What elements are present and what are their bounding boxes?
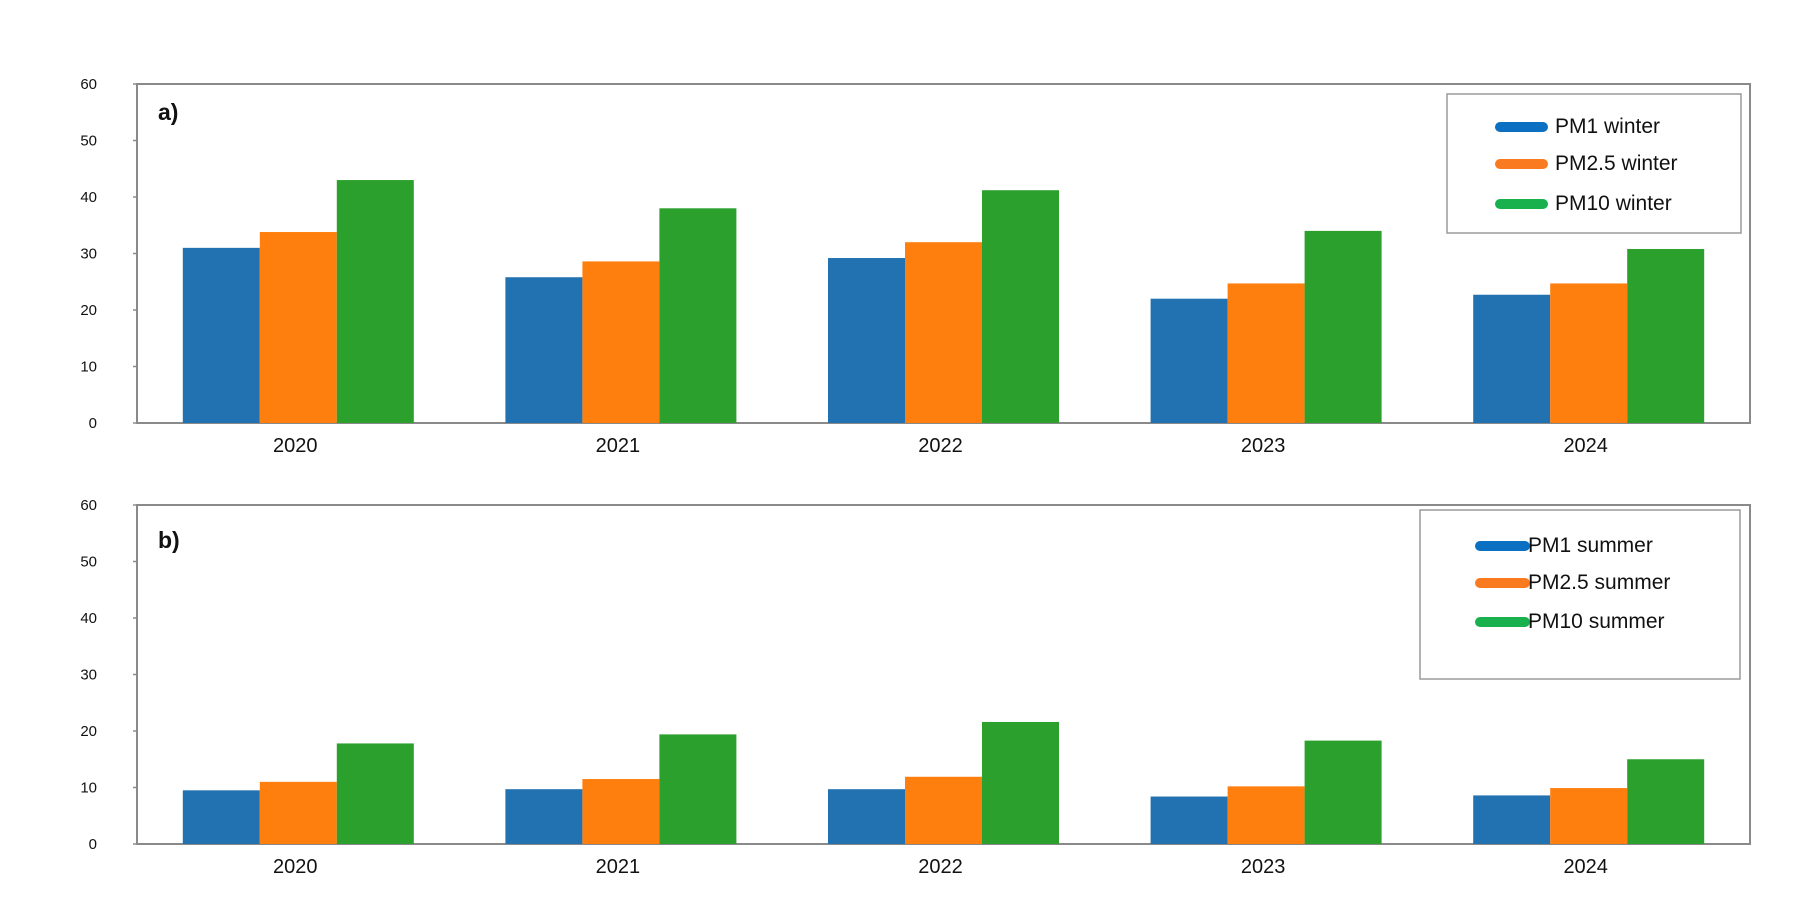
- panel-a-y-tick-label: 30: [80, 246, 97, 263]
- panel-b-x-tick-label: 2021: [596, 856, 641, 878]
- panel-b-bar-pm10-summer-2023: [1304, 740, 1382, 844]
- panel-b-x-tick-label: 2020: [273, 856, 318, 878]
- panel-a-bar-pm1-winter-2020: [182, 247, 260, 423]
- panel-b-legend-label: PM2.5 summer: [1528, 571, 1670, 594]
- panel-a: 0 10 20 30 40 50 60 2020 2021 2022 2023 2024 a) PM1 w…: [80, 76, 1751, 457]
- panel-b-bar-pm1-summer-2021: [505, 789, 583, 844]
- panel-a-bar-pm10-winter-2020: [336, 180, 414, 423]
- panel-a-bar-pm1-winter-2023: [1150, 298, 1228, 423]
- panel-a-y-tick-label: 50: [80, 133, 97, 150]
- panel-a-x-tick-label: 2021: [596, 435, 641, 457]
- panel-b-legend-label: PM10 summer: [1528, 610, 1665, 633]
- panel-b-y-tick-label: 0: [89, 836, 97, 853]
- panel-b-x-tick-label: 2023: [1241, 856, 1286, 878]
- panel-b-legend-label: PM1 summer: [1528, 534, 1653, 557]
- panel-a-bar-pm2-5-winter-2022: [905, 242, 982, 423]
- panel-a-bar-pm10-winter-2021: [659, 208, 737, 423]
- panel-b-label: b): [158, 527, 180, 553]
- panel-a-x-tick-label: 2023: [1241, 435, 1286, 457]
- panel-b-y-tick-label: 60: [80, 497, 97, 514]
- panel-b-bar-pm2-5-summer-2022: [905, 776, 982, 844]
- panel-b-bar-pm2-5-summer-2024: [1550, 788, 1628, 844]
- panel-a-x-tick-label: 2022: [918, 435, 963, 457]
- panel-b-bar-pm1-summer-2020: [182, 790, 260, 844]
- panel-a-bar-pm2-5-winter-2021: [582, 261, 660, 423]
- panel-b-bar-pm2-5-summer-2020: [259, 781, 337, 844]
- panel-b-x-tick-label: 2024: [1563, 856, 1608, 878]
- panel-a-bar-pm2-5-winter-2020: [259, 232, 337, 423]
- panel-b-bar-pm1-summer-2024: [1473, 795, 1551, 844]
- panel-b-bar-pm1-summer-2022: [828, 789, 905, 844]
- panel-a-bar-pm10-winter-2024: [1627, 248, 1705, 423]
- panel-b-bar-pm10-summer-2020: [336, 743, 414, 844]
- panel-b-y-tick-label: 20: [80, 723, 97, 740]
- panel-b-bar-pm10-summer-2021: [659, 734, 737, 844]
- panel-a-x-tick-label: 2024: [1563, 435, 1608, 457]
- panel-a-legend-label: PM10 winter: [1555, 192, 1672, 215]
- panel-a-legend-label: PM1 winter: [1555, 115, 1660, 138]
- panel-b-y-tick-label: 50: [80, 554, 97, 571]
- panel-b-y-tick-label: 10: [80, 780, 97, 797]
- panel-b: 0 10 20 30 40 50 60 2020 2021 2022 2023 2024 b) PM1 s…: [80, 497, 1751, 878]
- panel-a-label: a): [158, 99, 178, 125]
- panel-a-y-tick-label: 10: [80, 359, 97, 376]
- panel-a-y-tick-label: 40: [80, 189, 97, 206]
- panel-a-x-tick-label: 2020: [273, 435, 318, 457]
- panel-b-bar-pm2-5-summer-2023: [1227, 786, 1305, 844]
- panel-a-bar-pm1-winter-2024: [1473, 294, 1551, 423]
- panel-b-bar-pm10-summer-2022: [982, 721, 1059, 844]
- panel-a-bar-pm2-5-winter-2023: [1227, 283, 1305, 423]
- panel-a-bar-pm10-winter-2023: [1304, 230, 1382, 423]
- panel-a-y-tick-label: 20: [80, 302, 97, 319]
- panel-b-x-tick-label: 2022: [918, 856, 963, 878]
- panel-b-bar-pm2-5-summer-2021: [582, 779, 660, 844]
- panel-b-legend: PM1 summer PM2.5 summer PM10 summer: [1419, 509, 1741, 680]
- panel-b-y-tick-label: 40: [80, 610, 97, 627]
- panel-a-y-tick-label: 0: [89, 415, 97, 432]
- panel-b-bar-pm1-summer-2023: [1150, 796, 1228, 844]
- panel-b-bar-pm10-summer-2024: [1627, 759, 1705, 844]
- panel-a-bar-pm1-winter-2021: [505, 277, 583, 423]
- panel-a-bar-pm2-5-winter-2024: [1550, 283, 1628, 423]
- panel-a-legend-label: PM2.5 winter: [1555, 152, 1678, 175]
- panel-a-bar-pm1-winter-2022: [828, 258, 905, 423]
- panel-a-bar-pm10-winter-2022: [982, 190, 1059, 423]
- panel-b-y-tick-label: 30: [80, 667, 97, 684]
- panel-a-y-tick-label: 60: [80, 76, 97, 93]
- panel-a-legend: PM1 winter PM2.5 winter PM10 winter: [1446, 93, 1742, 234]
- panel-b-legend-box: [1419, 509, 1741, 680]
